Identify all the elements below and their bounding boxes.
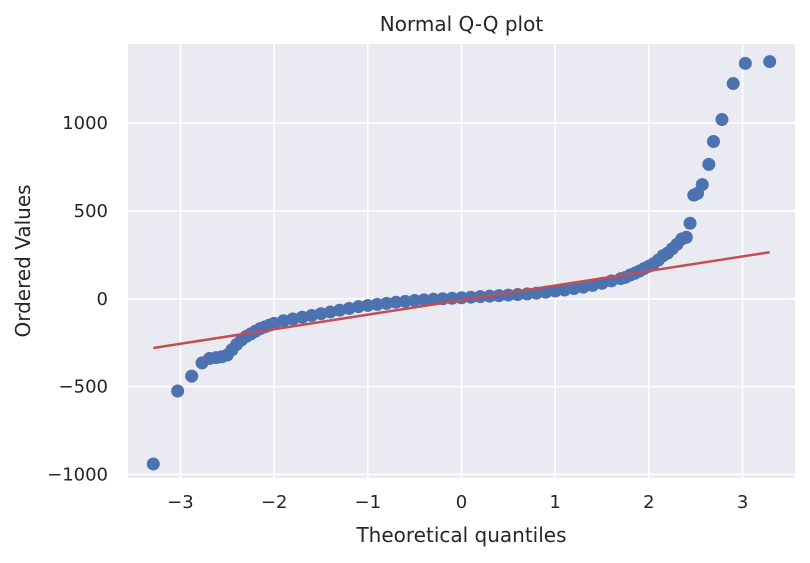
data-point (738, 56, 752, 70)
x-tick-label: −1 (355, 492, 382, 513)
data-point (492, 289, 506, 303)
data-point (715, 113, 729, 127)
data-point (408, 294, 422, 308)
data-point (702, 157, 716, 171)
x-tick-label: −2 (261, 492, 288, 513)
data-point (695, 178, 709, 192)
data-point (464, 290, 478, 304)
data-point (539, 285, 553, 299)
data-point (426, 292, 440, 306)
data-point (763, 55, 777, 69)
x-tick-label: 3 (737, 492, 748, 513)
y-tick-label: 500 (74, 201, 108, 222)
y-tick-label: 0 (97, 289, 108, 310)
data-point (185, 369, 199, 383)
x-tick-label: −3 (167, 492, 194, 513)
data-point (361, 298, 375, 312)
data-point (726, 77, 740, 91)
data-point (398, 294, 412, 308)
y-tick-label: 1000 (62, 113, 108, 134)
data-point (683, 216, 697, 230)
data-point (370, 297, 384, 311)
data-point (679, 230, 693, 244)
x-tick-label: 1 (549, 492, 560, 513)
data-points (146, 55, 777, 471)
y-axis-label: Ordered Values (11, 184, 35, 337)
data-point (548, 284, 562, 298)
x-tick-labels: −3 −2 −1 0 1 2 3 (167, 492, 748, 513)
fit-line (153, 250, 770, 350)
data-point (171, 384, 185, 398)
data-point (417, 293, 431, 307)
data-point (380, 296, 394, 310)
chart-title: Normal Q-Q plot (380, 12, 544, 36)
x-axis-label: Theoretical quantiles (355, 523, 566, 547)
y-tick-label: −1000 (47, 464, 108, 485)
y-tick-labels: −1000 −500 0 500 1000 (47, 113, 108, 485)
x-tick-label: 2 (643, 492, 654, 513)
data-point (389, 295, 403, 309)
fit-line-group (153, 250, 770, 350)
data-point (706, 135, 720, 149)
y-tick-label: −500 (59, 377, 108, 398)
data-point (146, 457, 160, 471)
x-tick-label: 0 (456, 492, 467, 513)
